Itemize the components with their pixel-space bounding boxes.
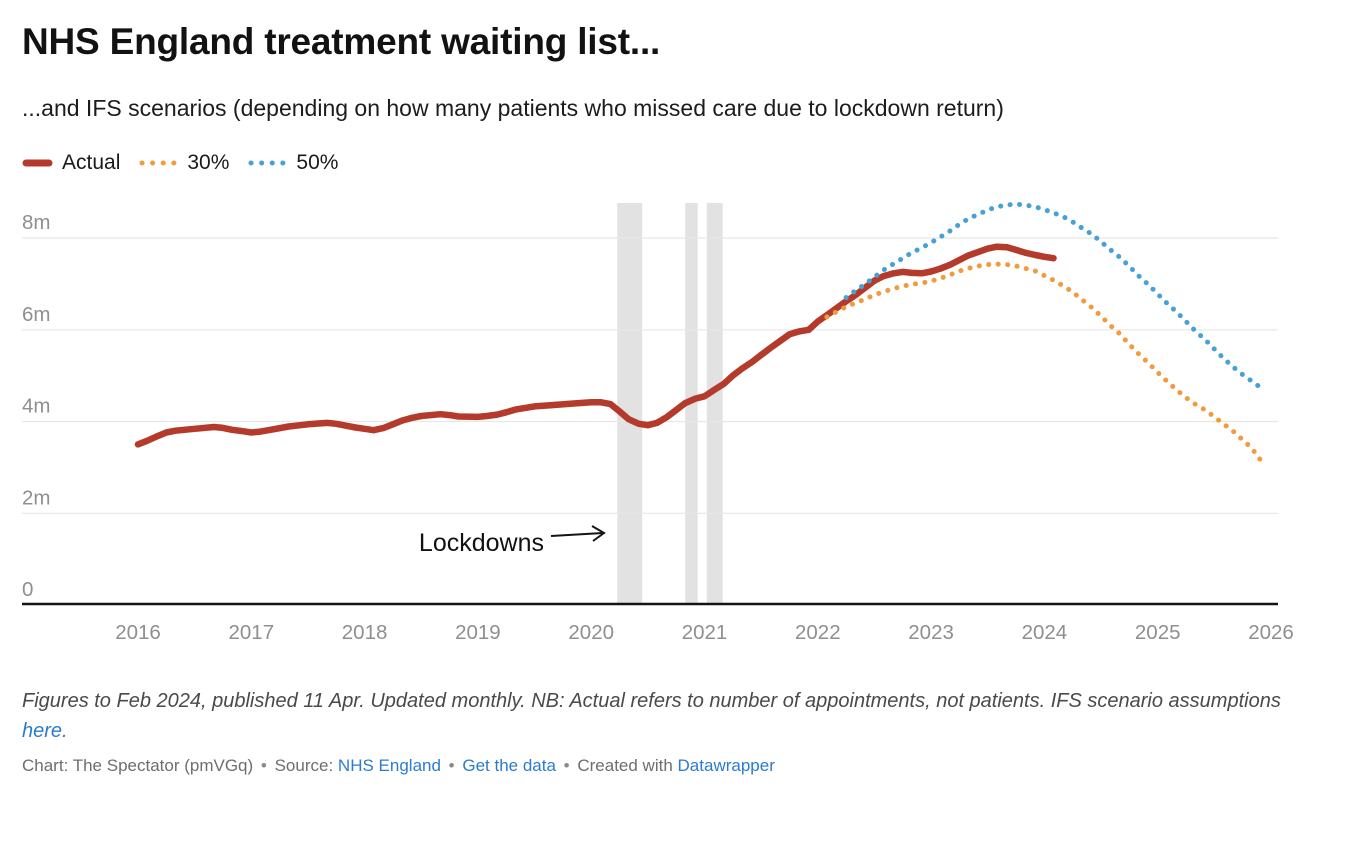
- note-text: Figures to Feb 2024, published 11 Apr. U…: [22, 690, 1281, 712]
- legend-label-30pct: 30%: [187, 151, 230, 174]
- datawrapper-link[interactable]: Datawrapper: [677, 756, 775, 775]
- lockdown-band: [706, 203, 723, 604]
- x-axis-label: 2025: [1135, 621, 1181, 644]
- lockdown-band: [617, 203, 643, 604]
- lockdowns-annotation: Lockdowns: [419, 529, 544, 557]
- x-axis-label: 2017: [228, 621, 274, 644]
- series-30-line[interactable]: [824, 261, 1265, 465]
- source-link[interactable]: NHS England: [337, 756, 441, 775]
- page-title: NHS England treatment waiting list...: [22, 21, 661, 62]
- x-axis-label: 2021: [682, 621, 728, 644]
- x-axis-label: 2018: [342, 621, 388, 644]
- x-axis-label: 2024: [1022, 621, 1068, 644]
- legend-label-actual: Actual: [62, 151, 121, 174]
- annotation-arrow-line: [550, 532, 604, 537]
- created-with-label: Created with: [577, 756, 673, 775]
- chart-note: Figures to Feb 2024, published 11 Apr. U…: [22, 686, 1287, 746]
- bullet-separator: •: [260, 756, 267, 775]
- x-axis-label: 2026: [1248, 621, 1294, 644]
- legend-label-50pct: 50%: [296, 151, 339, 174]
- ifs-assumptions-link[interactable]: here.: [22, 720, 68, 742]
- y-axis-label: 0: [22, 578, 33, 601]
- x-axis-label: 2023: [908, 621, 954, 644]
- source-label: Source:: [274, 756, 334, 775]
- x-axis-label: 2019: [455, 621, 501, 644]
- y-axis-label: 8m: [22, 211, 50, 234]
- get-the-data-link[interactable]: Get the data: [462, 756, 556, 775]
- dotted-line-swatch-icon: [139, 160, 178, 166]
- chart-credit: Chart: The Spectator (pmVGq): [22, 756, 254, 775]
- y-axis-label: 6m: [22, 303, 50, 326]
- attribution-line: Chart: The Spectator (pmVGq) • Source: N…: [22, 754, 775, 778]
- x-axis-label: 2020: [568, 621, 614, 644]
- legend-item-50pct: 50%: [247, 150, 338, 176]
- waiting-list-chart: 8m 6m 4m 2m 0 2016 2017 2018 2019 2020 2021 2022 202…: [22, 201, 1294, 644]
- x-axis-label: 2022: [795, 621, 841, 644]
- legend: Actual 30% 50%: [22, 150, 338, 176]
- series-50-line[interactable]: [843, 201, 1265, 391]
- annotation-arrow-head-icon: [591, 525, 606, 542]
- chart-subtitle: ...and IFS scenarios (depending on how m…: [22, 95, 1004, 121]
- x-axis-label: 2016: [115, 621, 161, 644]
- legend-item-actual: Actual: [22, 150, 120, 176]
- series-actual-line[interactable]: [134, 243, 1057, 448]
- dotted-line-swatch-icon: [248, 160, 287, 166]
- bullet-separator: •: [448, 756, 455, 775]
- y-axis-label: 2m: [22, 486, 50, 509]
- y-axis-label: 4m: [22, 395, 50, 418]
- legend-item-30pct: 30%: [138, 150, 229, 176]
- solid-line-swatch-icon: [22, 159, 53, 167]
- bullet-separator: •: [563, 756, 570, 775]
